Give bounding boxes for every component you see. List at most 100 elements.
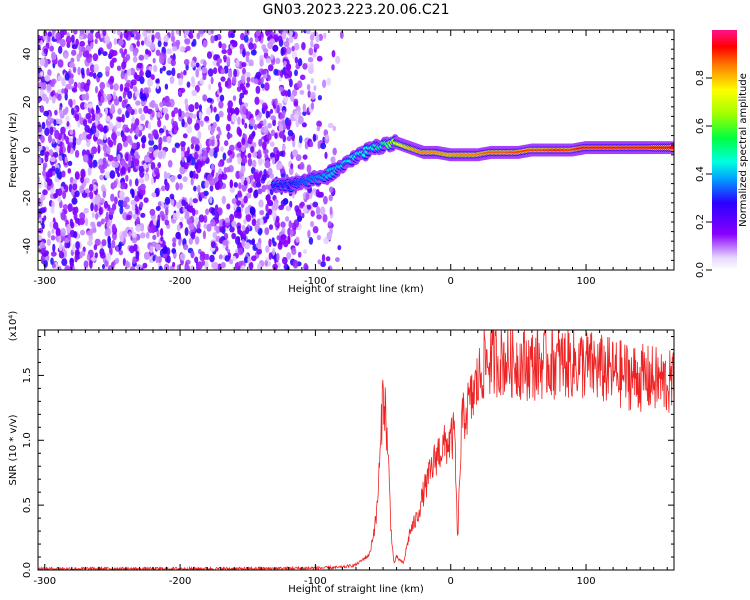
noise-mark xyxy=(195,68,200,78)
noise-mark xyxy=(274,98,278,106)
noise-mark xyxy=(125,153,129,162)
noise-mark xyxy=(231,30,236,34)
noise-mark xyxy=(164,113,169,121)
noise-mark xyxy=(80,176,84,184)
noise-mark xyxy=(140,223,145,232)
noise-mark xyxy=(157,201,162,208)
noise-mark xyxy=(228,69,233,79)
noise-mark xyxy=(184,227,189,237)
noise-mark xyxy=(142,30,148,38)
noise-mark xyxy=(123,141,128,148)
noise-mark xyxy=(231,220,237,228)
noise-mark xyxy=(292,50,297,60)
noise-mark xyxy=(310,77,314,84)
noise-mark xyxy=(273,68,279,76)
noise-mark xyxy=(51,228,55,234)
noise-mark xyxy=(178,182,183,190)
noise-mark xyxy=(57,188,63,197)
noise-mark xyxy=(213,34,219,42)
noise-mark xyxy=(121,51,126,59)
noise-mark xyxy=(290,163,294,170)
noise-mark xyxy=(51,51,56,60)
noise-mark xyxy=(121,166,126,175)
noise-mark xyxy=(330,156,336,164)
noise-mark xyxy=(150,177,154,185)
noise-mark xyxy=(211,163,215,171)
noise-mark xyxy=(309,34,315,41)
noise-mark xyxy=(156,111,161,118)
noise-mark xyxy=(121,61,127,69)
noise-mark xyxy=(264,184,269,190)
noise-mark xyxy=(241,137,246,146)
noise-mark xyxy=(281,30,287,40)
noise-mark xyxy=(60,211,66,221)
noise-mark xyxy=(290,228,294,238)
noise-mark xyxy=(177,174,182,180)
noise-mark xyxy=(227,100,233,109)
noise-mark xyxy=(291,247,297,255)
noise-mark xyxy=(51,165,56,172)
noise-mark xyxy=(58,109,63,115)
noise-mark xyxy=(163,40,168,47)
noise-mark xyxy=(67,168,72,174)
noise-mark xyxy=(40,149,45,156)
noise-mark xyxy=(276,253,280,261)
noise-mark xyxy=(299,74,306,81)
noise-mark xyxy=(95,86,99,94)
noise-mark xyxy=(316,55,323,62)
noise-mark xyxy=(167,160,173,168)
noise-mark xyxy=(113,161,119,168)
noise-mark xyxy=(126,106,133,113)
noise-mark xyxy=(152,129,159,137)
noise-mark xyxy=(222,152,227,161)
noise-mark xyxy=(260,127,265,133)
noise-mark xyxy=(192,207,196,217)
noise-mark xyxy=(42,189,48,196)
noise-mark xyxy=(276,150,281,158)
noise-mark xyxy=(169,76,175,84)
noise-mark xyxy=(99,81,106,90)
noise-mark xyxy=(42,162,48,169)
noise-mark xyxy=(189,30,193,37)
noise-mark xyxy=(53,192,59,199)
noise-mark xyxy=(220,146,224,152)
noise-mark xyxy=(206,97,213,103)
noise-mark xyxy=(145,48,149,55)
noise-mark xyxy=(83,82,90,92)
noise-mark xyxy=(267,208,273,216)
y-tick-label: -20 xyxy=(22,190,33,206)
noise-mark xyxy=(192,198,198,204)
noise-mark xyxy=(166,136,172,143)
noise-mark xyxy=(180,216,184,223)
noise-mark xyxy=(162,150,166,160)
noise-mark xyxy=(84,124,90,133)
noise-mark xyxy=(43,260,48,268)
noise-mark xyxy=(265,203,269,212)
noise-mark xyxy=(147,122,152,130)
noise-mark xyxy=(131,30,138,35)
noise-mark xyxy=(41,121,46,130)
noise-mark xyxy=(75,241,80,250)
noise-mark xyxy=(38,44,41,50)
noise-mark xyxy=(72,266,76,270)
noise-mark xyxy=(75,150,80,158)
noise-mark xyxy=(100,95,105,103)
noise-mark xyxy=(204,115,210,122)
noise-mark xyxy=(85,50,90,60)
noise-mark xyxy=(285,63,292,71)
noise-mark xyxy=(295,154,302,162)
noise-mark xyxy=(322,213,328,223)
noise-mark xyxy=(163,34,169,43)
noise-mark xyxy=(135,223,142,232)
noise-mark xyxy=(93,244,98,251)
noise-mark xyxy=(233,68,238,78)
noise-mark xyxy=(95,113,101,122)
noise-mark xyxy=(178,78,183,86)
noise-mark xyxy=(287,129,294,137)
noise-mark xyxy=(293,101,299,107)
noise-mark xyxy=(219,224,224,233)
noise-mark xyxy=(120,71,125,80)
noise-mark xyxy=(46,83,52,92)
noise-mark xyxy=(119,181,126,190)
noise-mark xyxy=(232,95,237,102)
